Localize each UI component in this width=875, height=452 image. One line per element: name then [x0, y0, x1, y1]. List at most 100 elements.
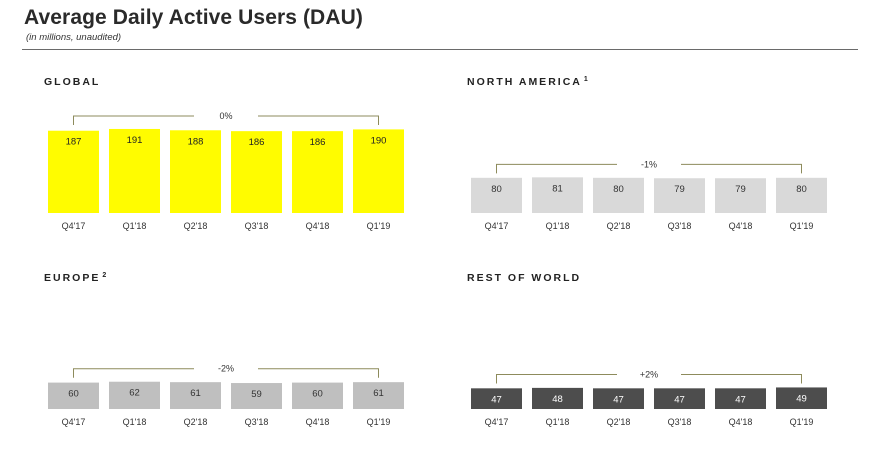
global-tick-label: Q4'18 — [306, 221, 330, 231]
north-america-value-label: 80 — [613, 184, 624, 195]
global-value-label: 191 — [127, 135, 143, 146]
rest-of-world-tick-label: Q2'18 — [607, 417, 631, 427]
europe-bar — [292, 382, 343, 409]
chart-north-america: NORTH AMERICA 1 -1% 80 Q4'17 81 Q1'18 80 Q2'18 79… — [465, 72, 865, 242]
chart-global-svg: GLOBAL 0% 187 Q4'17 191 Q1'18 188 Q2'18 186 Q3'18… — [44, 76, 404, 231]
europe-bar — [231, 383, 282, 409]
rest-of-world-bar — [776, 387, 827, 409]
north-america-value-label: 80 — [796, 184, 807, 195]
page-subtitle: (in millions, unaudited) — [26, 32, 122, 43]
north-america-bar — [532, 177, 583, 213]
rest-of-world-bar — [593, 388, 644, 409]
rest-of-world-tick-label: Q3'18 — [668, 417, 692, 427]
north-america-value-label: 81 — [552, 183, 563, 194]
north-america-bar — [593, 177, 644, 213]
north-america-value-label: 79 — [674, 184, 685, 195]
global-value-label: 187 — [66, 137, 82, 148]
rest-of-world-value-label: 49 — [796, 393, 807, 404]
rest-of-world-tick-label: Q4'17 — [485, 417, 509, 427]
rest-of-world-tick-label: Q1'19 — [790, 417, 814, 427]
north-america-value-label: 79 — [735, 184, 746, 195]
rest-of-world-tick-label: Q4'18 — [729, 417, 753, 427]
global-change-bracket-right — [258, 115, 379, 125]
europe-value-label: 61 — [373, 388, 384, 399]
rest-of-world-value-label: 47 — [491, 394, 502, 405]
global-bar — [353, 129, 404, 213]
rest-of-world-value-label: 47 — [613, 394, 624, 405]
rest-of-world-value-label: 47 — [735, 394, 746, 405]
rest-of-world-tick-label: Q1'18 — [546, 417, 570, 427]
north-america-footnote: 1 — [584, 76, 588, 83]
north-america-bar — [715, 178, 766, 213]
global-value-label: 186 — [310, 137, 326, 148]
global-value-label: 190 — [371, 135, 387, 146]
europe-tick-label: Q3'18 — [245, 417, 269, 427]
chart-europe: EUROPE 2 -2% 60 Q4'17 62 Q1'18 61 Q2'18 59 Q3'18 60… — [42, 268, 442, 438]
rest-of-world-bar — [715, 388, 766, 409]
rest-of-world-change-bracket-left — [496, 373, 617, 384]
europe-value-label: 60 — [68, 389, 79, 400]
europe-footnote: 2 — [102, 272, 106, 279]
rest-of-world-bar — [532, 387, 583, 409]
north-america-tick-label: Q4'17 — [485, 221, 509, 231]
global-tick-label: Q4'17 — [62, 221, 86, 231]
north-america-bar — [776, 177, 827, 213]
page-title: Average Daily Active Users (DAU) — [24, 6, 363, 29]
rest-of-world-change-label: +2% — [640, 369, 658, 379]
global-title: GLOBAL — [44, 76, 100, 88]
chart-north-america-svg: NORTH AMERICA 1 -1% 80 Q4'17 81 Q1'18 80 Q2'18 79… — [467, 76, 827, 231]
chart-europe-svg: EUROPE 2 -2% 60 Q4'17 62 Q1'18 61 Q2'18 59 Q3'18 60… — [44, 272, 404, 427]
global-bar — [170, 130, 221, 213]
europe-tick-label: Q4'18 — [306, 417, 330, 427]
rest-of-world-value-label: 47 — [674, 394, 685, 405]
north-america-bar — [654, 178, 705, 213]
europe-value-label: 62 — [129, 388, 140, 399]
europe-change-label: -2% — [218, 364, 234, 374]
north-america-bar — [471, 177, 522, 213]
europe-tick-label: Q1'18 — [123, 417, 147, 427]
rest-of-world-bar — [654, 388, 705, 409]
north-america-title: NORTH AMERICA 1 — [467, 76, 588, 88]
europe-tick-label: Q4'17 — [62, 417, 86, 427]
europe-value-label: 60 — [312, 389, 323, 400]
europe-value-label: 61 — [190, 388, 201, 399]
global-bar — [48, 130, 99, 213]
europe-bar — [109, 381, 160, 409]
chart-rest-of-world-svg: REST OF WORLD +2% 47 Q4'17 48 Q1'18 47 Q2'18 47 Q… — [467, 272, 827, 427]
north-america-tick-label: Q1'18 — [546, 221, 570, 231]
north-america-tick-label: Q4'18 — [729, 221, 753, 231]
north-america-tick-label: Q2'18 — [607, 221, 631, 231]
global-value-label: 186 — [249, 137, 265, 148]
global-change-label: 0% — [219, 111, 232, 121]
europe-change-bracket-right — [258, 368, 379, 378]
global-bar — [109, 128, 160, 213]
global-tick-label: Q1'18 — [123, 221, 147, 231]
europe-bar — [353, 382, 404, 409]
global-value-label: 188 — [188, 136, 204, 147]
europe-bar — [170, 382, 221, 409]
global-bar — [231, 131, 282, 213]
title-divider — [22, 49, 858, 50]
rest-of-world-change-bracket-right — [681, 373, 802, 384]
europe-bar — [48, 382, 99, 409]
europe-change-bracket-left — [73, 368, 194, 378]
chart-rest-of-world: REST OF WORLD +2% 47 Q4'17 48 Q1'18 47 Q2'18 47 Q… — [465, 268, 865, 438]
global-change-bracket-left — [73, 115, 194, 125]
north-america-tick-label: Q1'19 — [790, 221, 814, 231]
rest-of-world-value-label: 48 — [552, 394, 563, 405]
europe-tick-label: Q2'18 — [184, 417, 208, 427]
global-bar — [292, 131, 343, 213]
chart-global: GLOBAL 0% 187 Q4'17 191 Q1'18 188 Q2'18 186 Q3'18… — [42, 72, 442, 242]
europe-tick-label: Q1'19 — [367, 417, 391, 427]
global-tick-label: Q3'18 — [245, 221, 269, 231]
north-america-change-bracket-left — [496, 163, 617, 174]
rest-of-world-title: REST OF WORLD — [467, 272, 581, 284]
europe-title: EUROPE 2 — [44, 272, 106, 284]
north-america-change-bracket-right — [681, 163, 802, 174]
north-america-value-label: 80 — [491, 184, 502, 195]
rest-of-world-bar — [471, 388, 522, 409]
europe-value-label: 59 — [251, 389, 262, 400]
global-tick-label: Q1'19 — [367, 221, 391, 231]
global-tick-label: Q2'18 — [184, 221, 208, 231]
north-america-tick-label: Q3'18 — [668, 221, 692, 231]
